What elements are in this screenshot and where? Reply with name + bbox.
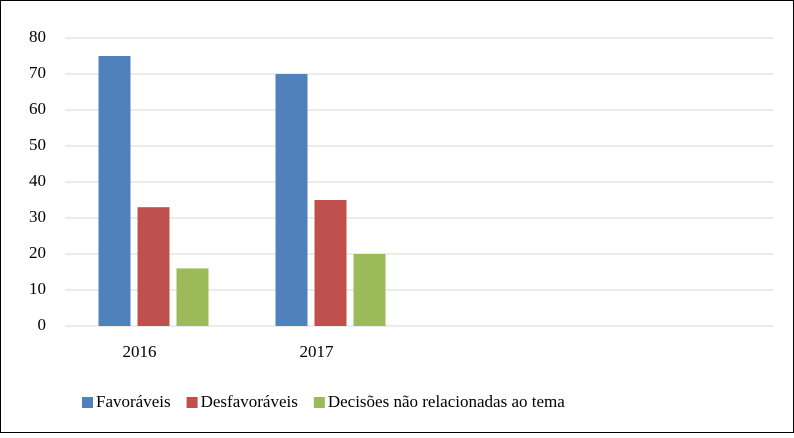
legend-swatch — [186, 397, 198, 408]
y-tick-label: 30 — [29, 207, 46, 226]
y-tick-label: 80 — [29, 27, 46, 46]
y-tick-label: 60 — [29, 99, 46, 118]
y-tick-label: 50 — [29, 135, 46, 154]
x-tick-label: 2017 — [300, 342, 335, 361]
legend-label: Decisões não relacionadas ao tema — [328, 392, 565, 411]
y-tick-label: 0 — [38, 315, 47, 334]
legend-label: Favoráveis — [96, 392, 171, 411]
legend-swatch — [82, 397, 93, 408]
legend-label: Desfavoráveis — [201, 392, 298, 411]
y-tick-label: 70 — [29, 63, 46, 82]
x-tick-label: 2016 — [123, 342, 157, 361]
y-tick-label: 10 — [29, 279, 46, 298]
bar — [314, 200, 347, 326]
y-tick-label: 20 — [29, 243, 46, 262]
bar — [353, 254, 386, 326]
legend-swatch — [313, 397, 325, 408]
bar — [137, 207, 170, 326]
y-tick-label: 40 — [29, 171, 46, 190]
bar — [176, 268, 209, 326]
bar — [275, 74, 308, 326]
bar — [98, 56, 131, 326]
